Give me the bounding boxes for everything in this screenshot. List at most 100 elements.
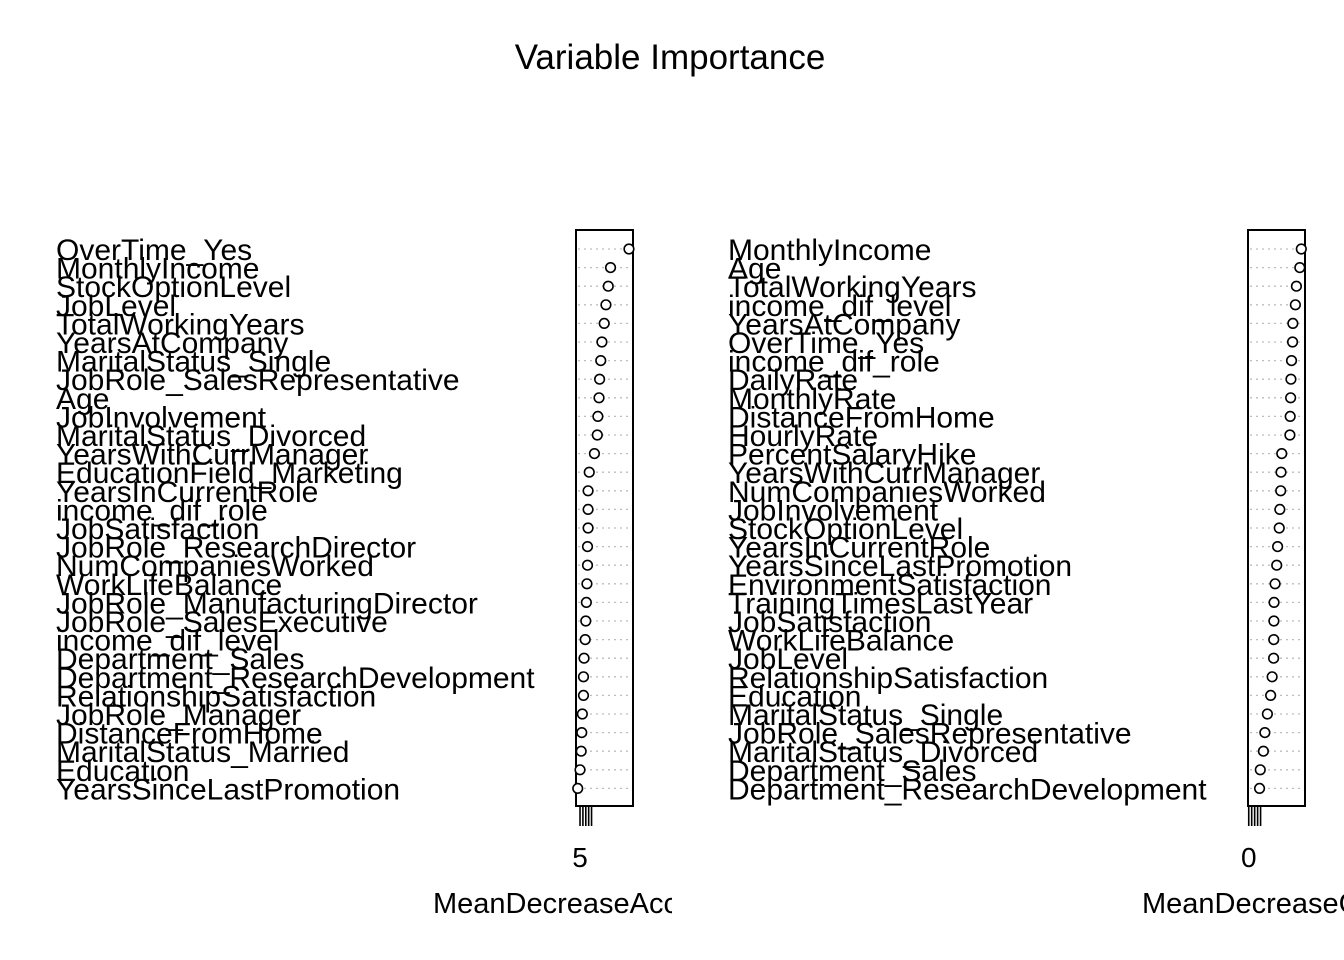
- category-label: YearsWithCurrManager: [728, 457, 1040, 490]
- data-point: [593, 392, 605, 404]
- data-point: [1275, 466, 1287, 478]
- category-label: RelationshipSatisfaction: [728, 662, 1048, 695]
- data-point: [588, 448, 601, 460]
- data-point: [1259, 726, 1271, 739]
- category-label: Department_Sales: [56, 643, 304, 676]
- panel-mean-decrease-accuracy: OverTime_YesMonthlyIncomeStockOptionLeve…: [56, 229, 749, 920]
- data-point: [1265, 689, 1277, 702]
- data-point: [1253, 782, 1266, 795]
- data-point: [1268, 633, 1280, 646]
- category-label: DailyRate: [728, 364, 858, 397]
- category-label: DistanceFromHome: [56, 718, 323, 751]
- data-point: [581, 540, 594, 553]
- data-point: [1254, 764, 1266, 776]
- category-label: TotalWorkingYears: [56, 308, 304, 341]
- data-point: [591, 429, 603, 441]
- category-label: Department_Sales: [728, 755, 976, 788]
- data-point: [1286, 336, 1299, 348]
- data-point: [1285, 392, 1297, 404]
- category-label: YearsInCurrentRole: [56, 476, 318, 509]
- data-point: [1269, 578, 1281, 590]
- x-axis-label: MeanDecreaseAccuracy: [433, 888, 749, 920]
- category-label: JobRole_ResearchDirector: [56, 532, 416, 565]
- data-point: [576, 708, 588, 720]
- category-label: JobRole_Manager: [56, 699, 301, 732]
- category-label: NumCompaniesWorked: [728, 476, 1046, 509]
- data-point: [1276, 448, 1288, 460]
- data-point: [596, 336, 608, 348]
- data-point: [1261, 708, 1273, 720]
- category-label: MaritalStatus_Divorced: [56, 420, 366, 453]
- data-point: [1287, 317, 1299, 330]
- category-label: income_dif_level: [56, 625, 279, 658]
- category-label: income_dif_role: [728, 346, 940, 379]
- category-label: JobLevel: [56, 290, 176, 323]
- category-label: JobInvolvement: [728, 494, 939, 527]
- data-point: [1290, 280, 1303, 292]
- category-label: StockOptionLevel: [728, 513, 963, 546]
- category-label: JobRole_SalesExecutive: [56, 606, 388, 639]
- category-label: Age: [728, 253, 781, 286]
- data-point: [1274, 503, 1286, 516]
- data-point: [1272, 540, 1284, 553]
- category-label: YearsSinceLastPromotion: [728, 550, 1072, 583]
- category-label: YearsAtCompany: [56, 327, 288, 360]
- category-label: JobInvolvement: [56, 401, 267, 434]
- category-label: WorkLifeBalance: [56, 569, 282, 602]
- category-label: Age: [56, 383, 109, 416]
- category-label: MaritalStatus_Single: [728, 699, 1003, 732]
- category-label: YearsWithCurrManager: [56, 439, 368, 472]
- data-point: [1284, 429, 1296, 441]
- data-point: [1268, 615, 1280, 627]
- data-point: [1257, 745, 1269, 757]
- data-point: [1295, 243, 1307, 255]
- data-point: [581, 578, 593, 590]
- data-point: [594, 373, 606, 385]
- category-label: YearsInCurrentRole: [728, 532, 990, 565]
- data-point: [578, 652, 590, 664]
- category-label: JobRole_SalesRepresentative: [728, 718, 1132, 751]
- data-point: [576, 726, 588, 739]
- data-point: [575, 745, 587, 757]
- data-point: [1275, 485, 1287, 497]
- category-label: NumCompaniesWorked: [56, 550, 374, 583]
- data-point: [1268, 596, 1280, 609]
- data-point: [582, 485, 594, 497]
- data-point: [602, 280, 614, 292]
- category-label: StockOptionLevel: [56, 271, 291, 304]
- data-point: [1294, 262, 1306, 274]
- data-point: [577, 689, 590, 702]
- data-point: [1271, 559, 1283, 571]
- data-point: [1285, 355, 1298, 367]
- data-point: [580, 596, 592, 609]
- category-label: MaritalStatus_Married: [56, 736, 349, 769]
- data-point: [1284, 410, 1296, 423]
- category-label: TotalWorkingYears: [728, 271, 976, 304]
- category-label: YearsAtCompany: [728, 308, 960, 341]
- category-label: MaritalStatus_Divorced: [728, 736, 1038, 769]
- data-point: [583, 466, 595, 478]
- data-point: [577, 671, 590, 683]
- data-point: [581, 559, 594, 571]
- category-label: Education: [728, 680, 861, 713]
- category-label: YearsSinceLastPromotion: [56, 773, 400, 806]
- x-axis-label: MeanDecreaseGini: [1142, 888, 1344, 920]
- category-label: MonthlyIncome: [728, 234, 931, 267]
- category-label: DistanceFromHome: [728, 401, 995, 434]
- category-label: JobRole_ManufacturingDirector: [56, 587, 478, 620]
- data-point: [600, 299, 612, 311]
- category-label: EducationField_Marketing: [56, 457, 403, 490]
- data-point: [582, 503, 594, 516]
- category-label: Department_ResearchDevelopment: [56, 662, 535, 695]
- category-label: income_dif_role: [56, 494, 268, 527]
- category-label: MonthlyIncome: [56, 253, 259, 286]
- category-label: JobSatisfaction: [56, 513, 259, 546]
- category-label: JobSatisfaction: [728, 606, 931, 639]
- data-point: [623, 243, 635, 255]
- tick-label: 5: [572, 842, 588, 873]
- data-point: [604, 262, 617, 274]
- category-label: TrainingTimesLastYear: [728, 587, 1033, 620]
- category-label: OverTime_Yes: [728, 327, 924, 360]
- category-label: JobLevel: [728, 643, 848, 676]
